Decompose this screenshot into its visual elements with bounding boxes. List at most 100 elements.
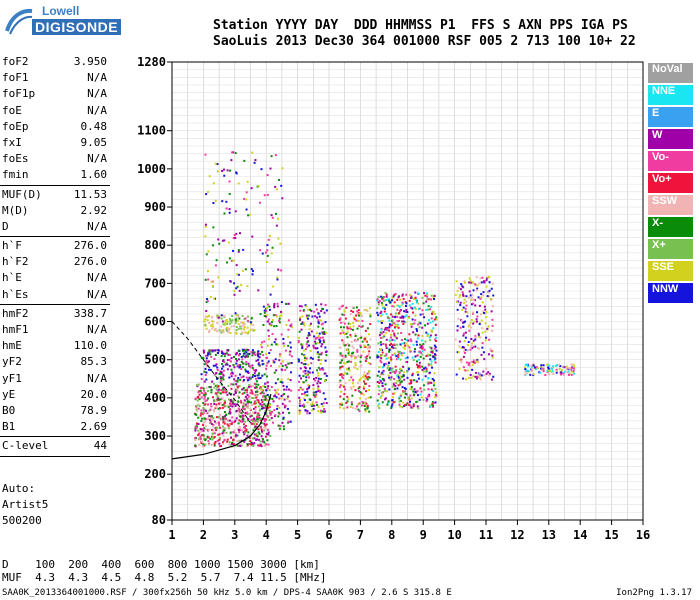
echo-point [231,416,234,419]
echo-point [275,369,278,372]
echo-point [346,360,349,363]
echo-point [224,420,227,423]
echo-point [216,366,219,369]
echo-point [227,404,230,407]
echo-point [482,294,485,297]
echo-point [224,352,227,355]
echo-point [340,305,343,308]
echo-point [234,152,237,155]
echo-point [203,408,206,411]
echo-point [286,407,289,410]
echo-point [383,363,386,366]
echo-point [287,377,290,380]
echo-point [232,355,235,358]
echo-point [208,349,211,352]
echo-point [359,391,362,394]
echo-point [311,315,314,318]
echo-point [381,303,384,306]
echo-point [217,407,220,410]
echo-point [324,346,327,349]
echo-point [426,381,429,384]
echo-point [251,419,254,422]
echo-point [243,391,246,394]
echo-point [247,315,250,318]
echo-point [273,341,276,344]
echo-point [301,343,304,346]
echo-point [355,314,358,317]
echo-point [225,318,228,321]
echo-point [369,313,372,316]
echo-point [241,348,244,351]
echo-point [491,324,494,327]
x-tick-label: 6 [325,528,332,542]
echo-point [231,372,234,375]
echo-point [214,162,217,165]
echo-point [524,370,527,373]
echo-point [341,403,344,406]
echo-point [459,294,462,297]
echo-point [242,248,245,251]
echo-point [357,408,360,411]
echo-point [482,370,485,373]
echo-point [212,320,215,323]
echo-point [479,313,482,316]
echo-point [251,390,254,393]
echo-point [207,429,210,432]
echo-point [276,343,279,346]
echo-point [540,364,543,367]
param-separator [0,236,110,238]
echo-point [202,435,205,438]
echo-point [389,371,392,374]
echo-point [394,365,397,368]
echo-point [231,314,234,317]
echo-point [252,411,255,414]
echo-point [278,355,281,358]
echo-point [405,339,408,342]
echo-point [570,366,573,369]
echo-point [419,343,422,346]
echo-point [266,394,269,397]
echo-point [233,366,236,369]
echo-point [366,327,369,330]
echo-point [405,361,408,364]
echo-point [267,238,270,241]
echo-point [421,353,424,356]
echo-point [262,398,265,401]
echo-point [226,359,229,362]
echo-point [305,343,308,346]
echo-point [238,384,241,387]
echo-point [491,329,494,332]
echo-point [393,392,396,395]
echo-point [352,354,355,357]
echo-point [278,317,281,320]
param-value: N/A [87,219,107,233]
echo-point [411,322,414,325]
echo-point [460,283,463,286]
echo-point [255,359,258,362]
echo-point [268,389,271,392]
echo-point [425,355,428,358]
echo-point [339,379,342,382]
echo-point [433,344,436,347]
echo-point [237,182,240,185]
echo-point [257,351,260,354]
echo-point [274,394,277,397]
echo-point [306,390,309,393]
echo-point [211,316,214,319]
echo-point [483,374,486,377]
echo-point [566,371,569,374]
param-row: yF1 N/A [0,371,165,387]
echo-point [316,352,319,355]
echo-point [430,330,433,333]
echo-point [318,315,321,318]
echo-point [433,298,436,301]
echo-point [397,356,400,359]
echo-point [212,429,215,432]
echo-point [195,425,198,428]
echo-point [399,381,402,384]
echo-point [306,394,309,397]
echo-point [266,314,269,317]
echo-point [397,354,400,357]
echo-point [266,254,269,257]
echo-point [214,297,217,300]
